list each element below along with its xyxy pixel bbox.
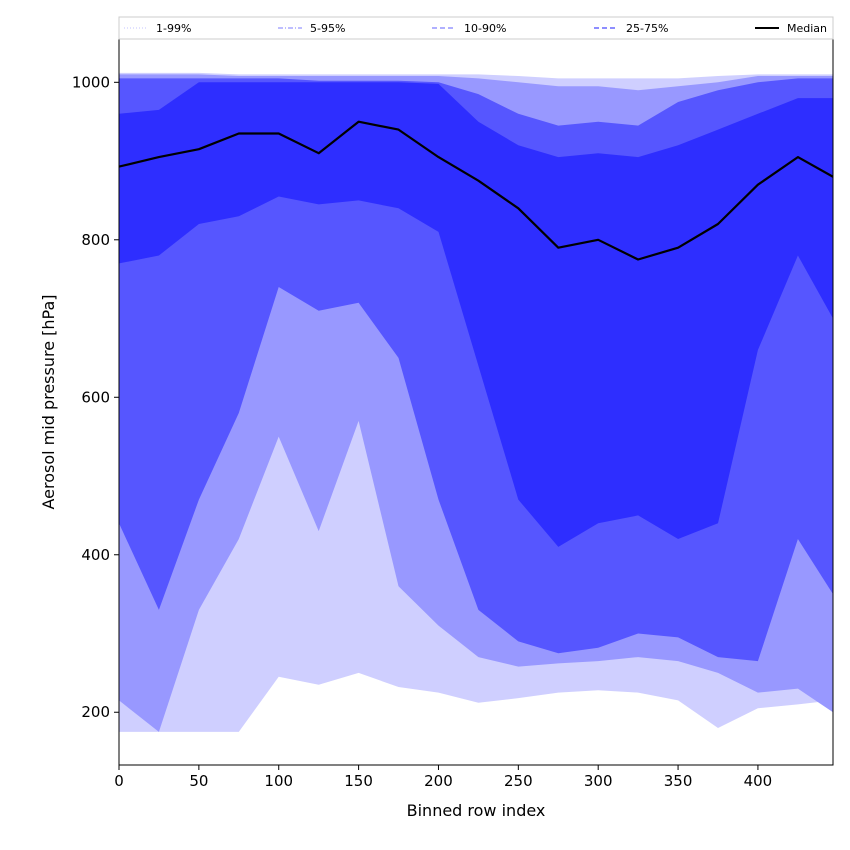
x-tick-label: 250: [504, 772, 533, 790]
y-tick-label: 400: [81, 546, 110, 564]
legend-box: [118, 16, 834, 40]
x-tick-label: 50: [189, 772, 208, 790]
y-tick-label: 200: [81, 703, 110, 721]
legend-label: 25-75%: [626, 22, 668, 35]
legend-label: Median: [787, 22, 827, 35]
y-tick-label: 600: [81, 388, 110, 406]
y-axis-ticks: 200 400 600 800 1000: [72, 73, 119, 721]
legend-label: 10-90%: [464, 22, 506, 35]
median-line: [119, 120, 833, 261]
y-tick-label: 800: [81, 231, 110, 249]
x-tick-label: 300: [584, 772, 613, 790]
legend-label: 1-99%: [156, 22, 191, 35]
legend: 1-99% 5-95% 10-90% 25-75% Median: [118, 16, 834, 40]
x-tick-label: 150: [344, 772, 373, 790]
y-tick-label: 1000: [72, 73, 110, 91]
percentile-bands: [119, 72, 833, 732]
y-axis-label: Aerosol mid pressure [hPa]: [39, 294, 58, 509]
x-tick-label: 400: [744, 772, 773, 790]
x-tick-label: 350: [664, 772, 693, 790]
x-tick-label: 200: [424, 772, 453, 790]
legend-label: 5-95%: [310, 22, 345, 35]
x-tick-label: 0: [114, 772, 124, 790]
x-axis-ticks: 0 50 100 150 200 250 300 350 400: [114, 765, 772, 790]
x-tick-label: 100: [264, 772, 293, 790]
band-25-75-area: [119, 82, 833, 547]
x-axis-label: Binned row index: [407, 801, 546, 820]
median-layer: [119, 120, 833, 261]
